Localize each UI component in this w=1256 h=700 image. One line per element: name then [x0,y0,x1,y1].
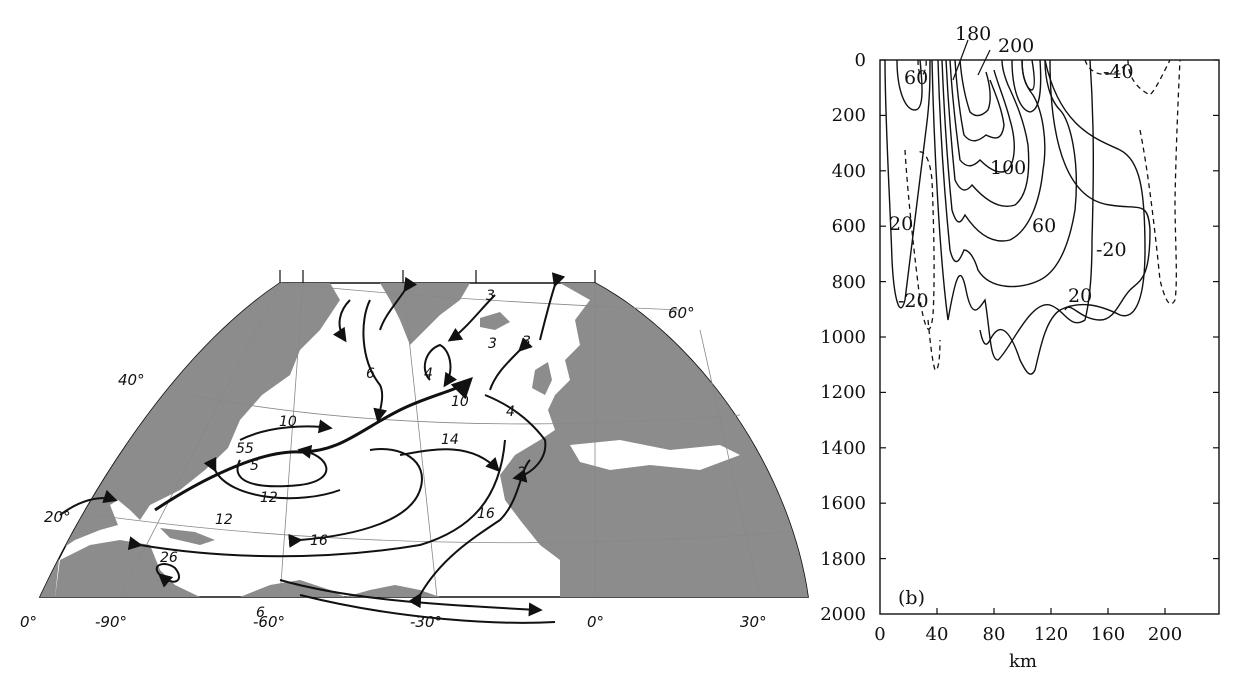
transport-label: 14 [441,432,459,448]
transport-label: 6 [256,605,265,621]
lon-label-0: 0° [587,613,604,631]
atlantic-circulation-map: 60° 40° 20° 0° -90° -60° -30° 0° 30° 3 3… [20,270,809,631]
y-tick-label: 1600 [820,493,866,514]
land-iceland [480,312,510,330]
mediterranean-sea [570,440,740,470]
transport-label: 3 [522,334,531,350]
y-tick-label: 1000 [820,327,866,348]
transport-label: 5 [250,458,259,474]
land-greenland [380,283,470,345]
transport-label: 6 [366,366,375,382]
lat-label-60: 60° [668,304,695,322]
transport-label: 16 [477,506,495,522]
y-tick-label: 400 [832,161,866,182]
lon-label-30: 30° [740,613,767,631]
contour-label: 100 [990,157,1026,179]
lat-label-40: 40° [118,371,145,389]
land-british-isles [532,362,552,395]
section-y-tick-labels: 0 200 400 600 800 1000 1200 1400 1600 18… [820,50,866,625]
y-tick-label: 800 [832,272,866,293]
section-x-ticks [936,608,1166,614]
contour-label: 60 [904,67,928,89]
lat-label-0: 0° [20,613,37,631]
velocity-section-panel: 180 200 60 -40 100 20 60 -20 20 -20 (b) … [820,23,1220,672]
section-leader-lines [952,39,991,81]
section-x-tick-labels: 0 40 80 120 160 200 [874,624,1182,645]
contour-label: -40 [1103,61,1134,83]
contour-label: 180 [955,23,991,45]
x-axis-label: km [1009,651,1037,672]
y-tick-label: 2000 [820,604,866,625]
transport-label: 4 [424,366,433,382]
y-tick-label: 1400 [820,438,866,459]
y-tick-label: 1800 [820,549,866,570]
contour-label: -20 [898,290,929,312]
transport-label: 3 [488,336,497,352]
contour-label: -20 [1096,239,1127,261]
transport-label: 55 [236,441,254,457]
transport-label: 26 [160,550,178,566]
circulation-streamlines [59,272,566,624]
x-tick-label: 120 [1034,624,1068,645]
transport-labels: 3 3 3 6 4 10 4 10 55 5 14 2 12 12 16 16 … [160,288,531,621]
lat-label-20: 20° [44,508,71,526]
transport-label: 12 [215,512,233,528]
lon-label-minus60: -60° [253,613,285,631]
y-tick-label: 600 [832,216,866,237]
transport-label: 3 [486,288,495,304]
map-top-ticks [279,270,596,283]
section-negative-contours [904,59,1181,371]
transport-label: 2 [517,465,526,481]
contour-label: 60 [1032,215,1056,237]
x-tick-label: 80 [983,624,1006,645]
land-south-america [240,580,345,597]
transport-label: 16 [310,533,328,549]
contour-label: 200 [998,35,1034,57]
section-y-ticks [880,59,1219,560]
lon-label-minus30: -30° [410,613,442,631]
lon-label-minus90: -90° [95,613,127,631]
y-tick-label: 0 [855,50,866,71]
x-tick-label: 200 [1148,624,1182,645]
contour-label: 20 [1068,285,1092,307]
contour-label: 20 [889,213,913,235]
section-frame [879,59,1220,615]
land-cuba [160,528,215,545]
transport-label: 4 [506,404,515,420]
transport-label: 12 [260,490,278,506]
transport-label: 10 [451,394,469,410]
x-tick-label: 160 [1091,624,1125,645]
section-contours [884,59,1151,375]
x-tick-label: 40 [926,624,949,645]
x-tick-label: 0 [874,624,885,645]
y-tick-label: 200 [832,105,866,126]
panel-label: (b) [898,587,925,609]
transport-label: 10 [279,414,297,430]
y-tick-label: 1200 [820,382,866,403]
